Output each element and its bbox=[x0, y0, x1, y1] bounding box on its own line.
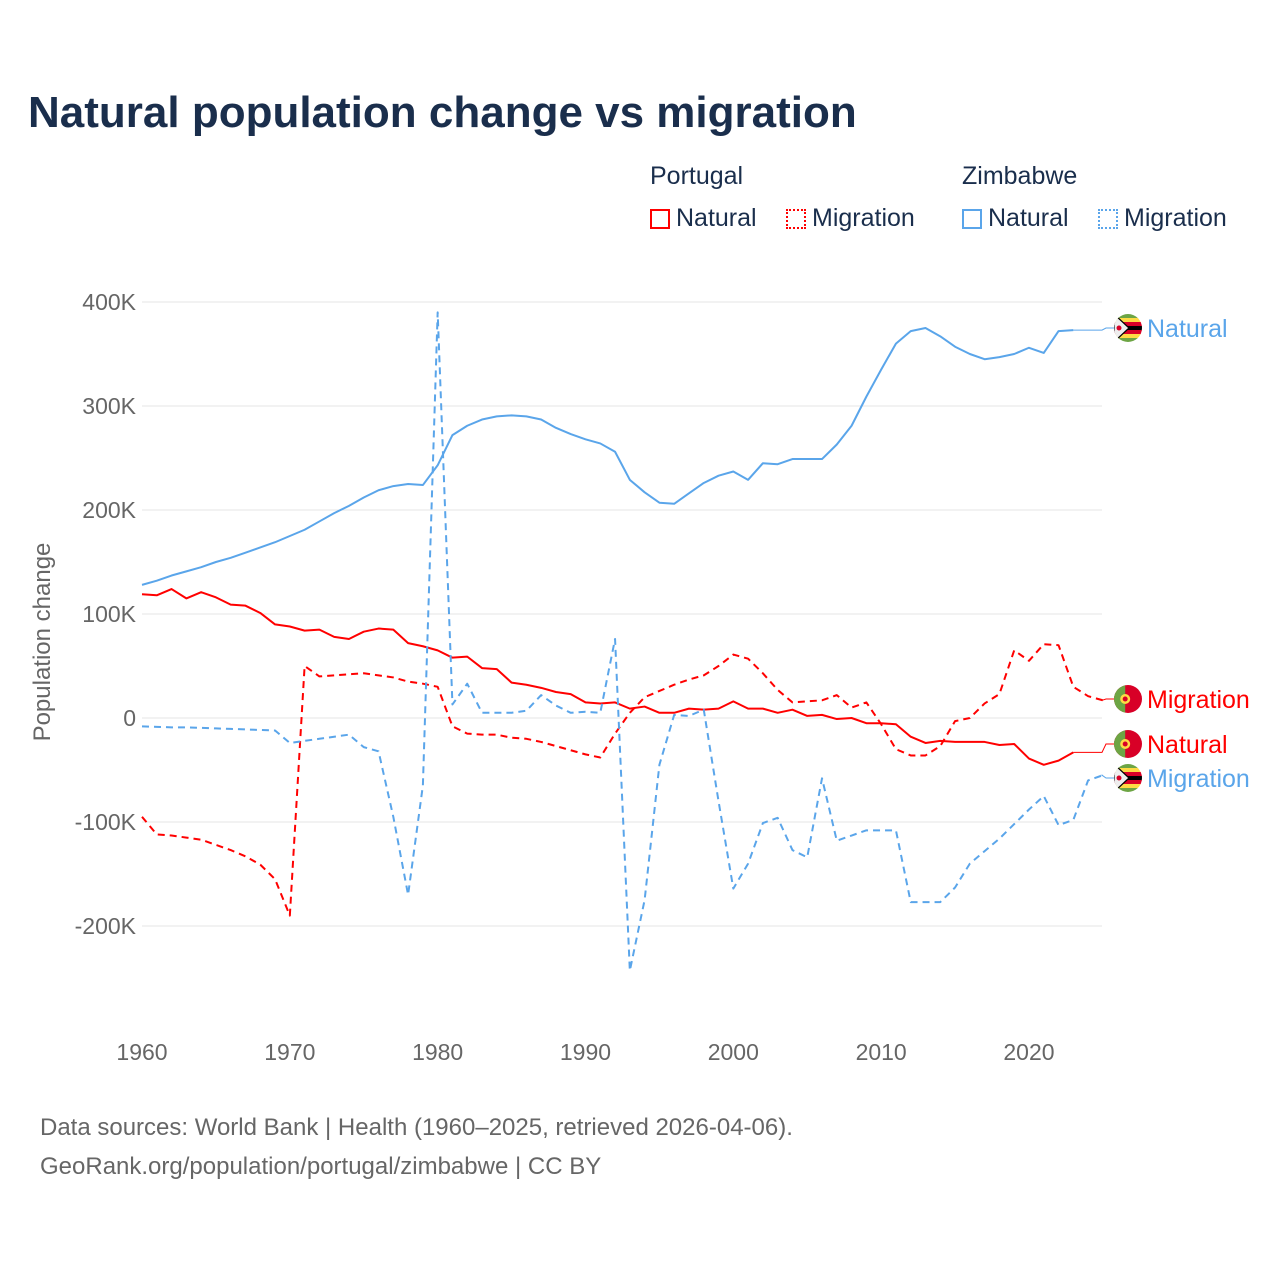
x-tick-label: 1990 bbox=[560, 1039, 611, 1065]
x-tick-label: 1960 bbox=[116, 1039, 167, 1065]
y-tick-label: 0 bbox=[123, 705, 136, 731]
label-connector bbox=[1073, 743, 1114, 753]
y-tick-label: 300K bbox=[82, 393, 136, 419]
series-line-portugal-migration bbox=[141, 643, 1104, 917]
legend-item-portugal-migration[interactable]: Migration bbox=[786, 204, 915, 233]
x-tick-label: 2020 bbox=[1003, 1039, 1054, 1065]
legend-swatch-solid bbox=[962, 208, 982, 229]
zimbabwe-flag-icon bbox=[1114, 314, 1142, 342]
legend-label: Migration bbox=[812, 204, 915, 232]
label-connector bbox=[1100, 774, 1114, 779]
x-tick-label: 1980 bbox=[412, 1039, 463, 1065]
chart-title: Natural population change vs migration bbox=[28, 88, 857, 137]
y-tick-label: -100K bbox=[75, 809, 137, 835]
legend-label: Migration bbox=[1124, 204, 1227, 232]
x-tick-label: 1970 bbox=[264, 1039, 315, 1065]
series-end-label: Migration bbox=[1147, 686, 1250, 714]
y-tick-label: 200K bbox=[82, 497, 136, 523]
legend-swatch-dotted bbox=[1098, 208, 1118, 229]
y-tick-label: 400K bbox=[82, 289, 136, 315]
series-end-label: Migration bbox=[1147, 765, 1250, 793]
legend-country: Portugal bbox=[650, 162, 744, 190]
x-tick-label: 2000 bbox=[708, 1039, 759, 1065]
portugal-flag-icon bbox=[1114, 730, 1142, 758]
legend-item-zimbabwe-natural[interactable]: Natural bbox=[962, 204, 1069, 233]
label-connector bbox=[1101, 698, 1114, 701]
legend-label: Natural bbox=[988, 204, 1069, 232]
legend-label: Natural bbox=[676, 204, 757, 232]
x-tick-label: 2010 bbox=[856, 1039, 907, 1065]
series-end-label: Natural bbox=[1147, 731, 1228, 759]
legend-item-portugal-natural[interactable]: Natural bbox=[650, 204, 757, 233]
legend-swatch-dotted bbox=[786, 208, 806, 229]
y-tick-label: 100K bbox=[82, 601, 136, 627]
y-tick-label: -200K bbox=[75, 913, 137, 939]
legend-swatch-solid bbox=[650, 208, 670, 229]
zimbabwe-flag-icon bbox=[1114, 764, 1142, 792]
series-line-zimbabwe-natural bbox=[141, 327, 1074, 586]
series-line-portugal-natural bbox=[141, 588, 1074, 766]
label-connector bbox=[1073, 327, 1114, 331]
series-line-zimbabwe-migration bbox=[141, 311, 1104, 972]
portugal-flag-icon bbox=[1114, 685, 1142, 713]
footer: Data sources: World Bank | Health (1960–… bbox=[40, 1108, 793, 1186]
footer-credit: GeoRank.org/population/portugal/zimbabwe… bbox=[40, 1153, 602, 1180]
series-end-label: Natural bbox=[1147, 315, 1228, 343]
y-axis-label: Population change bbox=[29, 543, 56, 742]
legend-country: Zimbabwe bbox=[962, 162, 1078, 190]
footer-sources: Data sources: World Bank | Health (1960–… bbox=[40, 1114, 793, 1141]
legend-item-zimbabwe-migration[interactable]: Migration bbox=[1098, 204, 1227, 233]
